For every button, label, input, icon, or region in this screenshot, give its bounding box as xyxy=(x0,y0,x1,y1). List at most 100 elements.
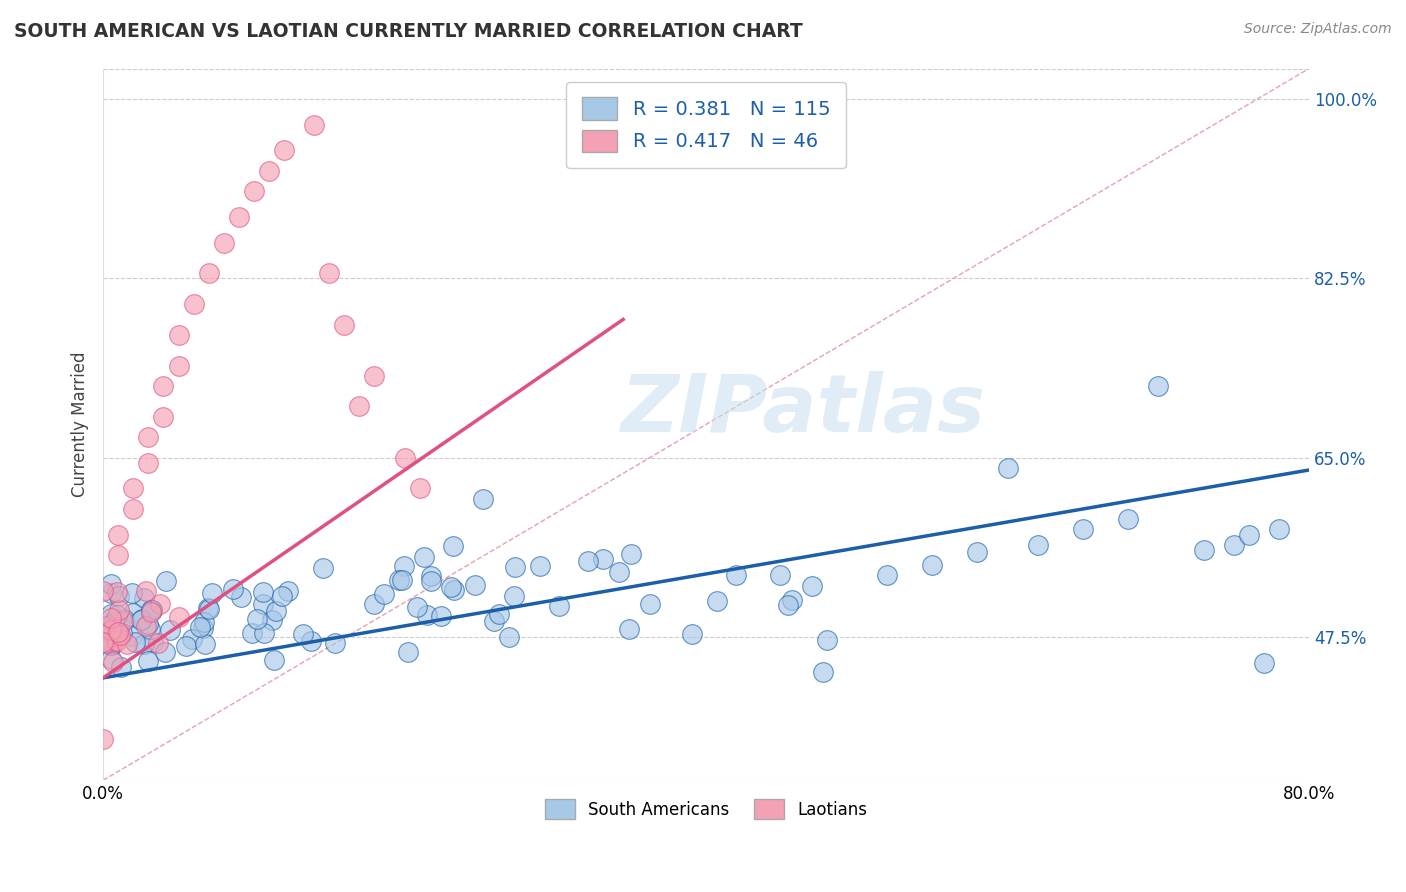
Point xyxy=(472,491,495,506)
Point xyxy=(1147,379,1170,393)
Point xyxy=(811,665,834,679)
Point xyxy=(101,656,124,670)
Point xyxy=(681,627,703,641)
Point xyxy=(1237,527,1260,541)
Point xyxy=(122,482,145,496)
Point xyxy=(100,577,122,591)
Point xyxy=(292,627,315,641)
Point xyxy=(592,552,614,566)
Point xyxy=(135,619,157,633)
Point xyxy=(776,599,799,613)
Point xyxy=(167,359,190,373)
Point xyxy=(180,632,202,647)
Point xyxy=(212,235,235,250)
Point xyxy=(167,610,190,624)
Point xyxy=(142,634,165,648)
Point xyxy=(131,612,153,626)
Point xyxy=(1253,656,1275,670)
Point xyxy=(800,579,823,593)
Point xyxy=(222,582,245,597)
Point xyxy=(396,645,419,659)
Point xyxy=(271,590,294,604)
Point xyxy=(107,630,129,644)
Point xyxy=(373,587,395,601)
Point xyxy=(152,379,174,393)
Point xyxy=(105,607,128,622)
Point xyxy=(420,568,443,582)
Point xyxy=(107,630,129,644)
Point xyxy=(263,653,285,667)
Point xyxy=(105,585,128,599)
Point xyxy=(138,430,160,444)
Point xyxy=(100,638,122,652)
Point xyxy=(363,597,385,611)
Point xyxy=(100,624,122,638)
Point xyxy=(183,297,205,311)
Point xyxy=(769,568,792,582)
Text: SOUTH AMERICAN VS LAOTIAN CURRENTLY MARRIED CORRELATION CHART: SOUTH AMERICAN VS LAOTIAN CURRENTLY MARR… xyxy=(14,22,803,41)
Point xyxy=(124,635,146,649)
Point xyxy=(139,605,162,619)
Point xyxy=(100,624,122,638)
Point xyxy=(112,612,135,626)
Point xyxy=(318,266,340,280)
Point xyxy=(100,586,122,600)
Point xyxy=(429,608,451,623)
Point xyxy=(1268,522,1291,536)
Point xyxy=(111,626,134,640)
Point xyxy=(252,597,274,611)
Point xyxy=(394,450,416,465)
Point xyxy=(349,400,371,414)
Legend: South Americans, Laotians: South Americans, Laotians xyxy=(538,793,875,825)
Point xyxy=(302,118,325,132)
Point xyxy=(529,558,551,573)
Point xyxy=(91,635,114,649)
Point xyxy=(408,482,430,496)
Point xyxy=(129,613,152,627)
Point xyxy=(363,368,385,383)
Point xyxy=(191,621,214,635)
Point xyxy=(194,637,217,651)
Point xyxy=(114,615,136,629)
Point xyxy=(105,633,128,648)
Point xyxy=(197,266,219,280)
Point xyxy=(252,584,274,599)
Point xyxy=(107,624,129,639)
Point xyxy=(416,608,439,623)
Point xyxy=(193,615,215,629)
Point xyxy=(110,627,132,641)
Point xyxy=(619,622,641,636)
Point xyxy=(121,586,143,600)
Point xyxy=(141,602,163,616)
Point xyxy=(464,578,486,592)
Point xyxy=(104,634,127,648)
Point xyxy=(388,573,411,587)
Point xyxy=(153,645,176,659)
Point xyxy=(112,614,135,628)
Point xyxy=(231,590,253,604)
Point xyxy=(482,614,505,628)
Point xyxy=(115,637,138,651)
Point xyxy=(391,574,413,588)
Point xyxy=(91,732,114,747)
Point xyxy=(815,633,838,648)
Point xyxy=(139,622,162,636)
Point xyxy=(138,456,160,470)
Point xyxy=(122,606,145,620)
Point xyxy=(1222,538,1244,552)
Y-axis label: Currently Married: Currently Married xyxy=(72,351,89,497)
Point xyxy=(190,620,212,634)
Point xyxy=(201,586,224,600)
Point xyxy=(503,559,526,574)
Point xyxy=(110,660,132,674)
Point xyxy=(420,574,443,588)
Point xyxy=(240,626,263,640)
Point xyxy=(441,540,464,554)
Point xyxy=(876,568,898,582)
Point xyxy=(91,583,114,598)
Point xyxy=(100,611,122,625)
Point xyxy=(394,559,416,574)
Point xyxy=(503,589,526,603)
Point xyxy=(440,580,463,594)
Point xyxy=(921,558,943,573)
